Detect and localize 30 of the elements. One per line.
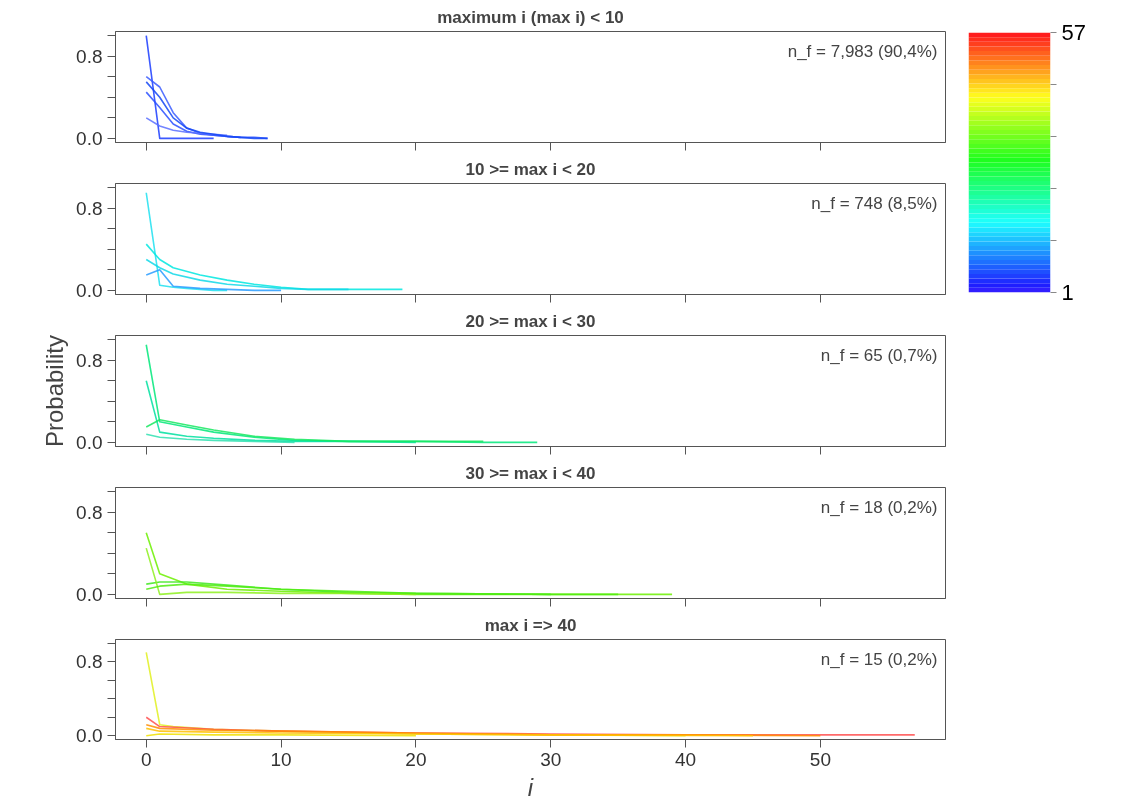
x-tick-label: 40 (674, 748, 697, 770)
x-axis-title: i (527, 773, 534, 801)
chart-title: 20 >= max i < 30 (465, 311, 596, 331)
chart-title: maximum i (max i) < 10 (437, 7, 624, 27)
y-tick-label: 0.8 (76, 349, 103, 371)
color-bar-label: 1 (1061, 280, 1074, 305)
y-axis-title: Probability (41, 334, 69, 448)
y-tick-label: 0.8 (76, 651, 103, 673)
annotation: n_f = 18 (0,2%) (820, 497, 938, 517)
color-bar-label: 57 (1061, 20, 1086, 45)
x-tick-label: 20 (405, 748, 427, 770)
annotation: n_f = 65 (0,7%) (820, 345, 938, 365)
x-tick-label: 10 (270, 748, 292, 770)
x-tick-label: 0 (140, 748, 152, 770)
chart-title: 30 >= max i < 40 (465, 463, 596, 483)
y-tick-label: 0.8 (76, 501, 103, 523)
y-tick-label: 0.8 (76, 45, 103, 67)
annotation: n_f = 748 (8,5%) (811, 193, 938, 213)
chart-title: 10 >= max i < 20 (465, 159, 596, 179)
chart-title: max i => 40 (484, 615, 577, 635)
y-tick-label: 0.8 (76, 197, 103, 219)
y-tick-label: 0.0 (76, 583, 103, 605)
y-tick-label: 0.0 (76, 431, 103, 453)
y-tick-label: 0.0 (76, 725, 103, 747)
y-tick-label: 0.0 (76, 127, 103, 149)
x-tick-label: 30 (540, 748, 562, 770)
x-tick-label: 50 (809, 748, 831, 770)
y-tick-label: 0.0 (76, 279, 103, 301)
annotation: n_f = 15 (0,2%) (820, 649, 938, 669)
annotation: n_f = 7,983 (90,4%) (787, 41, 938, 61)
